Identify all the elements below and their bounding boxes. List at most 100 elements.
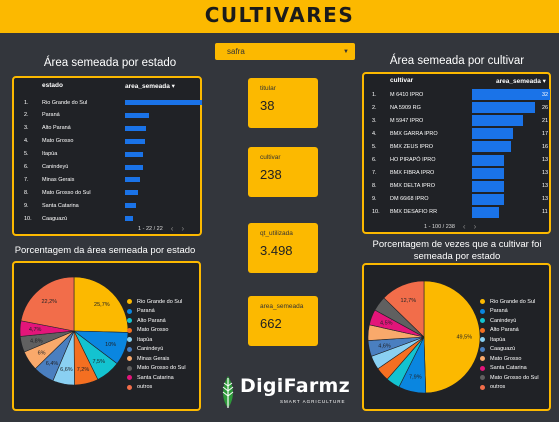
table-row[interactable]: 9. DM 66i68 IPRO 13 (368, 193, 550, 205)
logo-tagline: SMART AGRICULTURE (280, 399, 346, 404)
legend-item[interactable]: outros (127, 383, 186, 393)
table-row[interactable]: 5. Itapúa (22, 149, 202, 160)
row-index: 2. (24, 112, 29, 119)
row-bar (472, 128, 514, 140)
row-label: Mato Grosso do Sul (42, 189, 91, 196)
kpi-titular-label: titular (260, 85, 276, 92)
row-label: Alto Paraná (42, 125, 71, 132)
row-label: Canindeyú (42, 164, 69, 170)
right-pie-chart[interactable]: 49,5% 7,9% 4,6% 4,5% 12,7% (364, 265, 549, 409)
table-row[interactable]: 7. BMX FIBRA IPRO 13 (368, 167, 550, 179)
pie-slice[interactable] (20, 276, 75, 332)
table-row[interactable]: 6. HO PIRAPÓ IPRO 13 (368, 154, 550, 166)
legend-item[interactable]: Rio Grande do Sul (480, 297, 539, 307)
table-row[interactable]: 4. Mato Grosso (22, 136, 202, 147)
table-row[interactable]: 1. M 6410 IPRO 32 (368, 89, 550, 100)
legend-item[interactable]: Mato Grosso do Sul (127, 364, 186, 374)
table-row[interactable]: 7. Minas Gerais (22, 174, 202, 185)
col-header-estado[interactable]: estado (42, 82, 63, 89)
legend-item[interactable]: Canindeyú (127, 345, 186, 355)
row-index: 3. (24, 125, 29, 132)
legend-swatch (127, 384, 132, 390)
col-header-area-semeada[interactable]: area_semeada ▾ (125, 83, 175, 90)
legend-item[interactable]: outros (480, 383, 539, 393)
kpi-titular-value: 38 (260, 98, 275, 113)
pie-slice-label: 7,9% (409, 374, 422, 380)
row-bar (125, 216, 134, 222)
table-row[interactable]: 2. NA 5909 RG 26 (368, 102, 550, 114)
table-row[interactable]: 8. BMX DELTA IPRO 13 (368, 180, 550, 192)
page-title: CULTIVARES (204, 3, 355, 27)
legend-swatch (127, 337, 132, 343)
legend-item[interactable]: Paraná (127, 307, 186, 317)
col-header-cultivar[interactable]: cultivar (390, 77, 414, 84)
legend-item[interactable]: Canindeyú (480, 316, 539, 326)
table-row[interactable]: 3. Alto Paraná (22, 123, 202, 134)
legend-swatch (127, 327, 132, 333)
prev-page-icon[interactable]: ‹ (170, 224, 174, 233)
table-row[interactable]: 8. Mato Grosso do Sul (22, 187, 202, 198)
area-by-cultivar-table: cultivar area_semeada ▾ 1. M 6410 IPRO 32 2… (362, 72, 551, 234)
legend-label: Paraná (137, 308, 155, 315)
row-index: 10. (372, 209, 380, 216)
logo-wordmark: DigiFarmz (240, 375, 351, 397)
legend-item[interactable]: Santa Catarina (480, 364, 539, 374)
kpi-area-semeada-label: area_semeada (260, 303, 304, 310)
row-index: 8. (372, 183, 377, 190)
safra-filter-dropdown[interactable]: safra ▼ (215, 43, 355, 60)
row-value: 17 (542, 130, 549, 137)
legend-item[interactable]: Itapúa (127, 335, 186, 345)
row-label: DM 66i68 IPRO (390, 196, 429, 203)
legend-item[interactable]: Caaguazú (480, 345, 539, 355)
table-row[interactable]: 4. BMX GARRA IPRO 17 (368, 128, 550, 140)
wheat-leaf-icon (222, 376, 234, 408)
legend-item[interactable]: Itapúa (480, 335, 539, 345)
row-label: Itapúa (42, 151, 58, 158)
legend-item[interactable]: Mato Grosso (480, 354, 539, 364)
row-label: HO PIRAPÓ IPRO (390, 157, 436, 163)
legend-item[interactable]: Santa Catarina (127, 373, 186, 383)
pie-slice[interactable] (73, 276, 129, 333)
right-pie-legend: Rio Grande do Sul Paraná Canindeyú Alto Par… (480, 297, 539, 392)
legend-swatch (480, 318, 485, 324)
next-page-icon[interactable]: › (473, 222, 477, 231)
prev-page-icon[interactable]: ‹ (462, 222, 466, 231)
pie-slice-label: 22,2% (41, 299, 57, 305)
table-row[interactable]: 10. Caaguazú (22, 213, 202, 224)
pie-slice-label: 7,5% (92, 359, 105, 365)
table-row[interactable]: 10. BMX DESAFIO RR 11 (368, 206, 550, 218)
legend-item[interactable]: Rio Grande do Sul (127, 297, 186, 307)
legend-item[interactable]: Paraná (480, 307, 539, 317)
kpi-titular: titular 38 (248, 78, 318, 128)
table-row[interactable]: 1. Rio Grande do Sul (22, 97, 202, 108)
legend-label: Rio Grande do Sul (137, 298, 183, 305)
table-row[interactable]: 6. Canindeyú (22, 162, 202, 173)
pie-slice-label: 6,6% (60, 367, 73, 373)
row-bar (472, 115, 524, 127)
row-bar (472, 180, 504, 192)
row-label: Paraná (42, 112, 60, 119)
pie-slice-label: 4,6% (378, 343, 391, 349)
pie-slice[interactable] (383, 280, 425, 338)
legend-item[interactable]: Mato Grosso do Sul (480, 373, 539, 383)
col-header-area-semeada-right[interactable]: area_semeada ▾ (496, 78, 546, 85)
row-label: M 6410 IPRO (390, 91, 424, 98)
legend-swatch (127, 365, 132, 371)
left-pie-chart[interactable]: 25,7% 10% 7,5%7,2% 6,6%6,4%6% 4,8% 4,7% 22,2% (14, 263, 199, 409)
table-row[interactable]: 5. BMX ZEUS IPRO 16 (368, 141, 550, 153)
legend-item[interactable]: Alto Paraná (127, 316, 186, 326)
next-page-icon[interactable]: › (181, 224, 185, 233)
legend-item[interactable]: Alto Paraná (480, 326, 539, 336)
table-row[interactable]: 9. Santa Catarina (22, 200, 202, 211)
table-row[interactable]: 2. Paraná (22, 110, 202, 121)
legend-item[interactable]: Mato Grosso (127, 326, 186, 336)
row-index: 9. (372, 196, 377, 203)
kpi-cultivar: cultivar 238 (248, 147, 318, 197)
pie-slice-label: 49,5% (457, 334, 473, 340)
pie-slice[interactable] (423, 280, 481, 394)
legend-swatch (480, 384, 485, 390)
table-row[interactable]: 3. M 5947 IPRO 21 (368, 115, 550, 127)
legend-item[interactable]: Minas Gerais (127, 354, 186, 364)
legend-label: Mato Grosso do Sul (137, 365, 186, 372)
row-value: 13 (542, 157, 549, 163)
